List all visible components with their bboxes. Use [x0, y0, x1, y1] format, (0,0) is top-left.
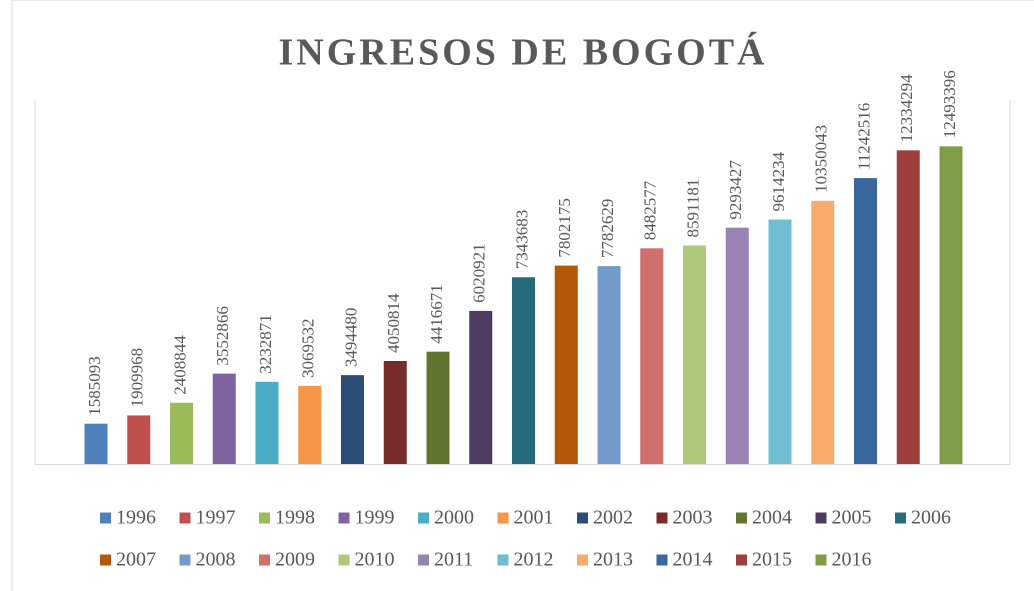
legend-swatch [656, 512, 668, 524]
legend-label: 2012 [514, 549, 554, 571]
legend-label: 2001 [514, 507, 554, 529]
legend-label: 2002 [593, 507, 633, 529]
legend-swatch [418, 512, 429, 524]
bar [84, 423, 108, 464]
bar [640, 248, 664, 464]
legend-label: 2007 [116, 549, 156, 571]
bar [725, 227, 749, 464]
bar [597, 266, 621, 464]
legend-label: 2003 [673, 507, 713, 529]
legend-swatch [497, 512, 509, 524]
bar [854, 178, 877, 464]
legend-label: 2006 [911, 507, 951, 529]
legend-label: 1997 [196, 507, 236, 529]
legend-label: 2016 [832, 549, 872, 571]
data-label: 4050814 [384, 293, 403, 353]
legend-swatch [497, 554, 509, 566]
bar [768, 219, 792, 464]
legend-label: 2004 [752, 507, 792, 529]
legend-label: 1996 [116, 507, 156, 529]
legend-label: 2011 [434, 549, 473, 571]
legend-swatch [179, 554, 191, 566]
data-label: 3494480 [341, 308, 360, 368]
data-label: 10350043 [812, 125, 831, 193]
data-label: 7802175 [555, 198, 574, 258]
legend-swatch [895, 512, 906, 524]
bar [512, 277, 535, 464]
data-label: 7782629 [598, 199, 617, 259]
data-label: 3232871 [256, 314, 275, 374]
bar [298, 385, 322, 464]
legend-swatch [179, 512, 191, 524]
legend-swatch [815, 554, 827, 566]
legend-swatch [736, 512, 747, 524]
data-label: 9614234 [769, 152, 788, 212]
legend-swatch [259, 512, 270, 524]
chart-title: INGRESOS DE BOGOTÁ [279, 32, 768, 74]
legend-label: 2005 [832, 507, 872, 529]
legend-label: 2015 [752, 549, 792, 571]
legend-swatch [577, 512, 588, 524]
legend-label: 2000 [434, 507, 474, 529]
legend-swatch [338, 512, 350, 524]
bar [426, 351, 450, 464]
legend-swatch [100, 554, 111, 566]
legend-swatch [259, 554, 270, 566]
bar [683, 245, 706, 464]
bar [341, 375, 364, 464]
data-label: 6020921 [470, 243, 489, 303]
legend-label: 2013 [593, 549, 633, 571]
legend-swatch [577, 554, 588, 566]
data-label: 9293427 [726, 160, 745, 220]
data-label: 12334294 [897, 74, 916, 143]
data-label: 3552866 [213, 306, 232, 366]
legend-swatch [338, 554, 350, 566]
data-label: 8591181 [683, 179, 702, 238]
bar [255, 381, 279, 464]
bar [896, 150, 920, 465]
legend-swatch [418, 554, 429, 566]
bar [811, 200, 835, 465]
legend-label: 2010 [355, 549, 395, 571]
bar [383, 360, 407, 464]
bar [469, 310, 493, 464]
data-label: 7343683 [512, 210, 531, 270]
bar [212, 373, 236, 464]
legend-swatch [736, 554, 747, 566]
legend-label: 1998 [275, 507, 315, 529]
data-label: 2408844 [170, 335, 189, 395]
data-label: 1909968 [128, 348, 147, 408]
legend-label: 2014 [673, 549, 713, 571]
legend-swatch [100, 512, 111, 524]
data-label: 4416671 [427, 284, 446, 344]
data-label: 1585093 [85, 356, 104, 416]
legend-label: 2009 [275, 549, 315, 571]
legend-label: 2008 [196, 549, 236, 571]
data-label: 3069532 [299, 318, 318, 378]
legend-label: 1999 [355, 507, 395, 529]
legend-swatch [656, 554, 668, 566]
data-label: 11242516 [854, 103, 873, 170]
bar [554, 265, 578, 464]
legend-swatch [815, 512, 827, 524]
bar [939, 146, 963, 464]
data-label: 8482577 [641, 180, 660, 240]
data-label: 12493396 [940, 70, 959, 138]
bar [170, 402, 193, 464]
bar [127, 415, 151, 464]
